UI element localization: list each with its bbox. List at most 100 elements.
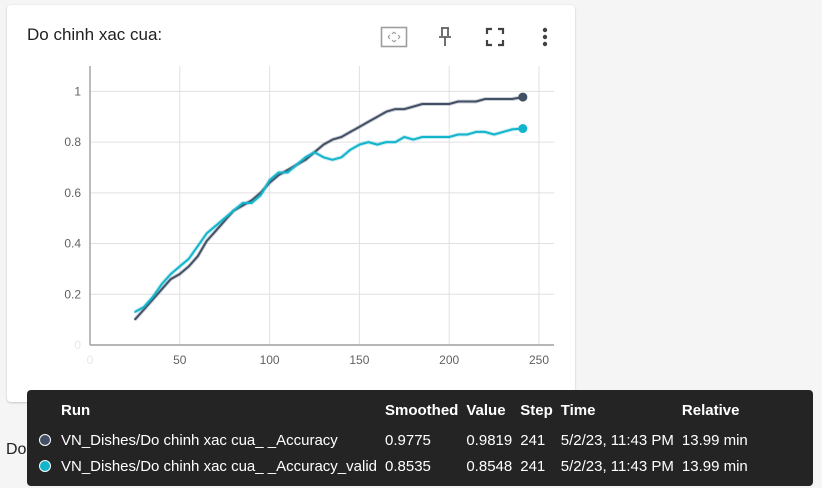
x-tick-label: 0 [87,353,94,367]
data-point [134,318,136,321]
tooltip-step: 241 [520,457,546,475]
data-point [466,133,468,136]
tooltip-header-step: Step [520,401,553,419]
data-point [196,255,199,258]
data-point [349,148,352,151]
data-point [349,131,352,133]
fit-domain-icon[interactable] [380,23,408,51]
series-halo [133,126,523,314]
data-point [286,171,289,174]
fullscreen-icon[interactable] [481,23,509,51]
tooltip-run: VN_Dishes/Do chinh xac cua_ _Accuracy [61,431,338,449]
data-point [152,296,154,298]
data-point [475,100,477,103]
data-point [439,103,442,105]
data-point [313,151,316,154]
data-point [170,273,172,275]
data-point [403,108,406,110]
tooltip-smoothed: 0.9775 [385,431,431,449]
x-tick-label: 200 [439,353,459,367]
data-point [493,133,495,136]
data-point [214,224,217,227]
data-point [412,138,415,141]
data-point [457,100,459,103]
data-point [484,131,486,133]
tooltip-header-row: Run Smoothed Value Step Time Relative [35,401,752,427]
pin-icon[interactable] [431,23,459,51]
tooltip-step: 241 [520,431,546,449]
run-color-dot [35,427,57,453]
card-title: Do chinh xac cua: [27,25,163,44]
data-point [295,164,298,166]
tooltip-table: Run Smoothed Value Step Time Relative VN… [35,401,752,479]
data-point [232,209,235,212]
run-color-dot [35,453,57,479]
x-tick-label: 100 [260,353,280,367]
tooltip-header-relative: Relative [681,401,740,419]
data-point [502,98,504,100]
data-point [394,108,397,110]
data-point [179,265,181,268]
data-point [412,105,415,108]
series-line [134,96,523,321]
data-point [304,159,307,161]
tooltip-header-time: Time [560,401,596,419]
data-point [241,204,244,207]
data-point [152,298,154,301]
data-point [304,156,307,159]
series-end-marker [518,124,528,134]
data-point [196,245,199,247]
data-point [367,121,370,123]
tooltip-relative: 13.99 min [681,457,748,475]
data-point [205,232,208,235]
data-point [143,306,145,308]
data-point [223,217,226,219]
data-point [466,100,468,103]
y-tick-label: 0 [74,338,81,352]
data-point [511,128,513,131]
data-point [511,98,513,100]
data-point [430,136,433,138]
data-point [322,143,325,146]
data-point [250,199,253,202]
more-vert-icon[interactable] [531,23,559,51]
data-point [358,143,361,146]
data-point [331,159,334,161]
data-point [331,138,334,141]
x-tick-label: 150 [349,353,369,367]
tooltip-relative: 13.99 min [681,431,748,449]
scalar-card: Do chinh xac cua: [7,5,575,402]
tooltip-header-value: Value [466,401,506,419]
data-point [502,131,504,133]
data-point [340,136,343,138]
data-point [161,288,163,291]
series-line [134,127,523,313]
tooltip-smoothed: 0.8535 [385,457,431,475]
y-tick-label: 0.2 [64,287,81,301]
chart-tooltip: Run Smoothed Value Step Time Relative VN… [27,390,813,486]
data-point [430,103,433,105]
data-point [134,311,136,313]
y-tick-label: 0.4 [64,237,81,251]
tooltip-run: VN_Dishes/Do chinh xac cua_ _Accuracy_va… [61,457,377,475]
data-point [161,283,163,285]
tooltip-row: VN_Dishes/Do chinh xac cua_ _Accuracy 0.… [35,427,752,453]
tooltip-time: 5/2/23, 11:43 PM [560,457,674,475]
data-point [250,202,253,204]
data-point [376,115,379,118]
data-point [421,136,424,138]
series-end-marker [518,92,528,102]
y-tick-label: 1 [74,84,81,98]
data-point [205,240,208,242]
data-point [187,257,190,260]
data-point [322,156,325,159]
y-tick-label: 0.6 [64,186,81,200]
data-point [421,103,424,105]
data-point [277,171,280,174]
data-point [493,98,495,100]
data-point [187,265,190,268]
data-point [277,174,280,176]
data-point [439,136,442,138]
data-point [367,141,370,143]
